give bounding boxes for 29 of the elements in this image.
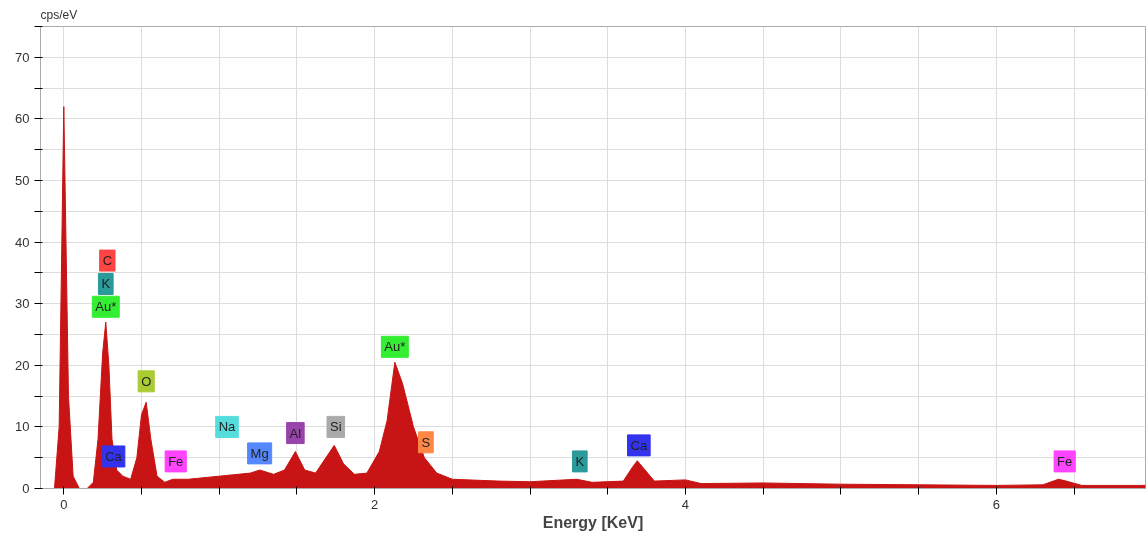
y-tick-label: 60 [15, 111, 30, 127]
y-tick-label: 0 [22, 481, 30, 496]
annotation: Ca [105, 448, 123, 464]
y-tick-label: 70 [15, 49, 30, 65]
annotation: Fe [168, 453, 184, 469]
annotation: O [141, 373, 152, 389]
y-tick-label: 30 [15, 296, 30, 312]
y-tick-label: 40 [15, 234, 30, 250]
annotation: K [101, 276, 111, 292]
y-axis-title: cps/eV [40, 7, 78, 22]
annotation: Ca [630, 437, 648, 453]
y-tick-label: 20 [15, 357, 30, 373]
annotation: Mg [250, 445, 269, 461]
annotation: Fe [1057, 453, 1073, 469]
x-tick-label: 6 [992, 496, 1000, 512]
annotation: Au* [384, 339, 406, 355]
annotation: C [102, 253, 113, 269]
x-tick-label: 4 [681, 496, 690, 512]
y-tick-label: 50 [15, 173, 30, 188]
annotation: Au* [95, 299, 117, 315]
annotation: Si [330, 419, 342, 435]
x-tick-label: 2 [371, 496, 379, 512]
annotation: K [575, 453, 585, 469]
annotation: Na [218, 419, 237, 435]
annotation: S [421, 434, 431, 450]
x-axis-title: Energy [KeV] [542, 513, 644, 531]
x-tick-label: 0 [60, 496, 68, 512]
annotation: Al [289, 425, 302, 441]
y-tick-label: 10 [15, 419, 30, 435]
